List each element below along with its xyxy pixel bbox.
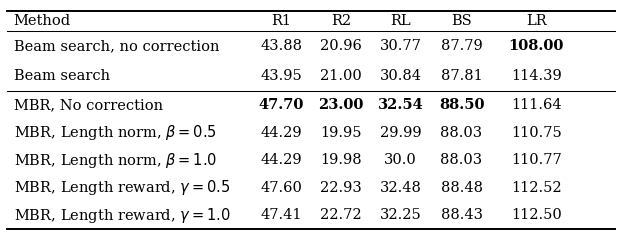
- Text: 110.75: 110.75: [511, 126, 562, 140]
- Text: RL: RL: [390, 14, 411, 28]
- Text: 32.54: 32.54: [378, 98, 424, 112]
- Text: Beam search, no correction: Beam search, no correction: [14, 39, 219, 53]
- Text: 20.96: 20.96: [320, 39, 362, 53]
- Text: 43.95: 43.95: [260, 69, 302, 83]
- Text: BS: BS: [451, 14, 472, 28]
- Text: 112.50: 112.50: [511, 208, 562, 222]
- Text: 88.43: 88.43: [440, 208, 483, 222]
- Text: 87.81: 87.81: [440, 69, 483, 83]
- Text: 30.0: 30.0: [384, 153, 417, 167]
- Text: 112.52: 112.52: [511, 181, 562, 195]
- Text: 110.77: 110.77: [511, 153, 562, 167]
- Text: 87.79: 87.79: [440, 39, 483, 53]
- Text: 111.64: 111.64: [511, 98, 562, 112]
- Text: 47.41: 47.41: [261, 208, 302, 222]
- Text: MBR, Length reward, $\gamma = 1.0$: MBR, Length reward, $\gamma = 1.0$: [14, 206, 230, 225]
- Text: 88.50: 88.50: [439, 98, 485, 112]
- Text: 23.00: 23.00: [318, 98, 363, 112]
- Text: 22.72: 22.72: [320, 208, 361, 222]
- Text: 47.70: 47.70: [259, 98, 304, 112]
- Text: 21.00: 21.00: [320, 69, 362, 83]
- Text: 29.99: 29.99: [380, 126, 421, 140]
- Text: Beam search: Beam search: [14, 69, 110, 83]
- Text: 19.95: 19.95: [320, 126, 361, 140]
- Text: 114.39: 114.39: [511, 69, 562, 83]
- Text: 44.29: 44.29: [261, 153, 302, 167]
- Text: 22.93: 22.93: [320, 181, 362, 195]
- Text: R2: R2: [331, 14, 351, 28]
- Text: 88.48: 88.48: [440, 181, 483, 195]
- Text: R1: R1: [271, 14, 291, 28]
- Text: 32.25: 32.25: [379, 208, 422, 222]
- Text: 44.29: 44.29: [261, 126, 302, 140]
- Text: 19.98: 19.98: [320, 153, 361, 167]
- Text: 88.03: 88.03: [440, 126, 483, 140]
- Text: MBR, Length reward, $\gamma = 0.5$: MBR, Length reward, $\gamma = 0.5$: [14, 178, 230, 197]
- Text: 88.03: 88.03: [440, 153, 483, 167]
- Text: 47.60: 47.60: [260, 181, 302, 195]
- Text: 32.48: 32.48: [379, 181, 422, 195]
- Text: MBR, Length norm, $\beta = 0.5$: MBR, Length norm, $\beta = 0.5$: [14, 123, 216, 142]
- Text: 108.00: 108.00: [508, 39, 564, 53]
- Text: MBR, Length norm, $\beta = 1.0$: MBR, Length norm, $\beta = 1.0$: [14, 151, 217, 170]
- Text: 30.84: 30.84: [379, 69, 422, 83]
- Text: 43.88: 43.88: [260, 39, 302, 53]
- Text: MBR, No correction: MBR, No correction: [14, 98, 163, 112]
- Text: 30.77: 30.77: [379, 39, 422, 53]
- Text: LR: LR: [526, 14, 547, 28]
- Text: Method: Method: [14, 14, 71, 28]
